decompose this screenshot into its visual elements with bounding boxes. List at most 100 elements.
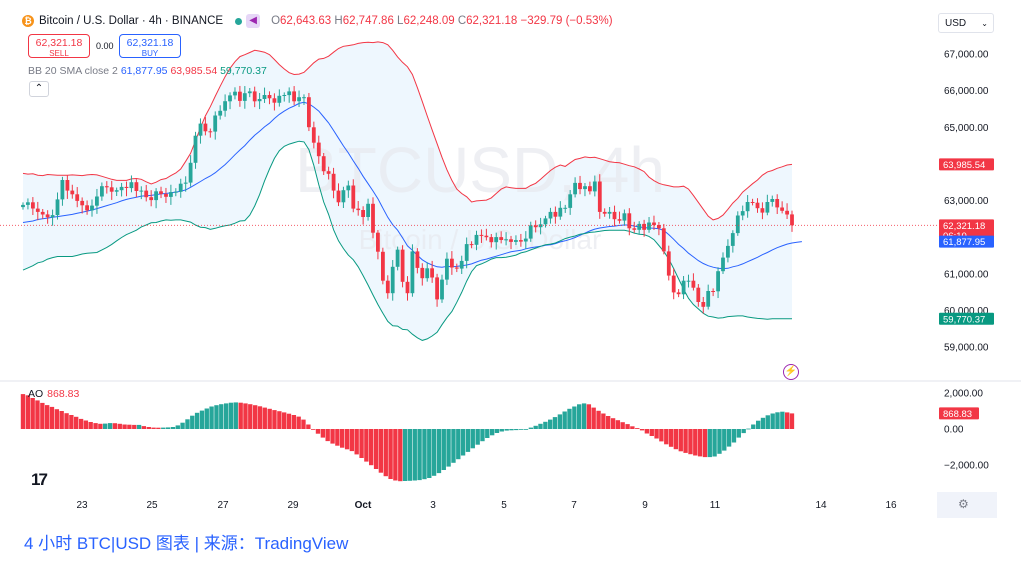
candle-body (484, 235, 489, 238)
candle-body (750, 202, 755, 203)
price-tick-label: 67,000.00 (944, 50, 989, 61)
ao-bar (306, 424, 311, 429)
candle (119, 182, 124, 197)
candle-body (95, 196, 99, 206)
ao-tick-label: 2,000.00 (944, 389, 983, 400)
candle-body (514, 240, 518, 242)
ao-bar (146, 427, 151, 429)
flag-icon[interactable]: ◀ (246, 14, 261, 28)
ao-bar (456, 429, 461, 460)
candle (173, 188, 178, 197)
candle-body (592, 181, 597, 192)
ao-bar (659, 429, 664, 442)
buy-button[interactable]: 62,321.18 BUY (119, 34, 181, 58)
candle-body (760, 208, 765, 213)
candle-body (213, 115, 218, 132)
currency-select[interactable]: USD ⌄ (938, 13, 994, 33)
candle-body (188, 162, 193, 183)
ao-bar (615, 420, 621, 429)
candle-body (297, 97, 301, 102)
candle-body (681, 280, 686, 295)
ao-bar (417, 429, 422, 481)
ao-bar (635, 428, 640, 429)
ao-bar (136, 424, 142, 429)
ao-bar (373, 429, 379, 469)
ao-bar (315, 429, 321, 434)
ohlc-change: −329.79 (−0.53%) (520, 15, 613, 27)
candle (331, 167, 336, 199)
price-tag: 63,985.54 (939, 158, 994, 171)
ao-bar (649, 429, 654, 436)
candle (499, 231, 504, 244)
candle (31, 197, 35, 216)
market-open-icon (235, 17, 243, 25)
ao-bar (204, 408, 209, 429)
candle-body (104, 186, 109, 188)
candle (272, 93, 277, 111)
ao-bar (577, 404, 582, 429)
candle-body (745, 202, 750, 212)
ao-bar (354, 429, 359, 455)
time-axis-bg (0, 492, 937, 518)
candle-body (740, 211, 745, 216)
candle-body (617, 219, 622, 221)
ao-bar (538, 423, 543, 429)
candle-body (326, 171, 331, 174)
candle-body (671, 275, 676, 293)
price-tag: 59,770.37 (939, 312, 994, 325)
candle-body (109, 187, 114, 192)
candle (307, 92, 311, 132)
candle-body (257, 99, 262, 102)
ao-bar (291, 415, 297, 429)
candle (80, 197, 85, 214)
candle (40, 208, 45, 219)
candle-body (169, 192, 173, 197)
ao-bar (533, 425, 538, 429)
candle-body (356, 208, 361, 211)
ao-bar (586, 404, 592, 429)
ao-bar (277, 411, 282, 429)
candle (26, 198, 30, 210)
candle (198, 118, 203, 144)
candle (652, 215, 656, 230)
candle-body (282, 95, 287, 96)
candle-body (558, 207, 563, 217)
candle (459, 255, 464, 275)
candle-body (361, 210, 365, 217)
ao-bar (243, 403, 248, 429)
ao-bar (238, 402, 243, 429)
candle-body (755, 202, 760, 209)
candle (632, 221, 637, 233)
candle (770, 195, 775, 207)
candle-body (114, 190, 119, 192)
ao-bar (412, 429, 417, 481)
candle-body (479, 234, 484, 236)
candle (627, 208, 632, 236)
collapse-legend-button[interactable]: ⌃ (29, 81, 49, 97)
candle-body (154, 191, 158, 201)
tradingview-logo-icon[interactable]: 17 (31, 470, 48, 489)
candle (435, 273, 439, 307)
candle-body (716, 271, 720, 292)
lightning-icon[interactable]: ⚡ (783, 364, 799, 380)
sell-button[interactable]: 62,321.18 SELL (28, 34, 90, 58)
ao-bar (499, 429, 504, 432)
ao-bar (431, 429, 437, 476)
ohlc-high: 62,747.86 (342, 15, 394, 27)
chart-canvas[interactable]: BTCUSD, 4h Bitcoin / U.S. Dollar 59,000.… (0, 0, 1021, 520)
candle-body (785, 210, 789, 215)
candle (218, 105, 223, 120)
candle-body (573, 182, 577, 195)
ao-bar (156, 427, 161, 429)
candle (247, 87, 252, 98)
ao-bar (40, 402, 45, 429)
ao-bar (519, 429, 524, 430)
ao-bar (780, 411, 785, 429)
gear-icon[interactable]: ⚙ (958, 497, 969, 511)
bb-legend[interactable]: BB 20 SMA close 2 61,877.95 63,985.54 59… (28, 65, 267, 77)
watermark-symbol: BTCUSD, 4h (295, 134, 665, 206)
ao-legend[interactable]: AO 868.83 (28, 388, 79, 400)
candle (341, 186, 346, 209)
candle (366, 198, 370, 221)
symbol-title[interactable]: Bitcoin / U.S. Dollar · 4h · BINANCE (39, 15, 224, 27)
